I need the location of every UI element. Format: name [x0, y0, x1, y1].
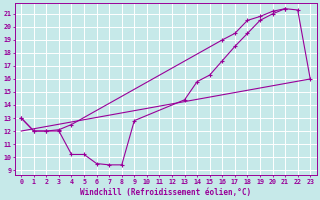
X-axis label: Windchill (Refroidissement éolien,°C): Windchill (Refroidissement éolien,°C): [80, 188, 251, 197]
